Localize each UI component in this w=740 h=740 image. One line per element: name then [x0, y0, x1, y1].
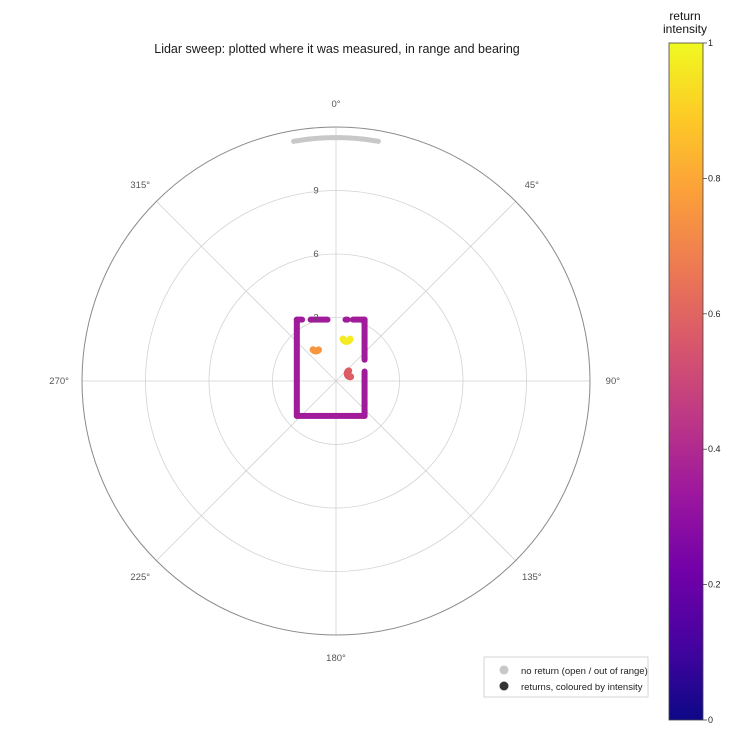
- angle-tick-label: 135°: [522, 572, 542, 583]
- colorbar-tick-label: 0.2: [708, 580, 721, 590]
- colorbar-bar: [668, 42, 704, 721]
- outer-boundary: [81, 126, 591, 636]
- wall-return-point: [324, 316, 331, 323]
- angle-tick-label: 0°: [331, 99, 340, 110]
- colorbar-tick-label: 0.4: [708, 444, 721, 454]
- legend-marker-returns: [499, 681, 509, 691]
- angle-tick-label: 315°: [130, 180, 150, 191]
- wall-return-point: [299, 316, 306, 323]
- wall-return-point: [344, 316, 351, 323]
- object-return-point: [315, 346, 322, 354]
- colorbar-ticks: 0 0.2 0.4 0.6 0.8 1: [703, 38, 721, 725]
- colorbar-title-line-1: return: [669, 9, 700, 23]
- angular-tick-labels: 0° 45° 90° 135° 180° 225° 270° 315°: [49, 99, 620, 664]
- colorbar: return intensity 0 0.2 0.4 0.6 0.8 1: [663, 9, 721, 725]
- colorbar-title-line-2: intensity: [663, 22, 707, 36]
- radial-tick-label: 6: [313, 249, 318, 260]
- legend-label-no-return: no return (open / out of range): [521, 666, 648, 677]
- radial-tick-label: 9: [313, 186, 318, 197]
- chart-title: Lidar sweep: plotted where it was measur…: [154, 42, 520, 56]
- radial-tick-label: 3: [313, 313, 318, 324]
- angle-tick-label: 270°: [49, 376, 69, 387]
- angle-tick-label: 225°: [130, 572, 150, 583]
- legend-marker-no-return: [499, 665, 509, 675]
- angular-gridline-7: [156, 201, 337, 382]
- polar-grid: [81, 126, 591, 636]
- angle-tick-label: 90°: [606, 376, 621, 387]
- wall-return-point: [361, 368, 368, 375]
- legend: no return (open / out of range) returns,…: [483, 656, 649, 698]
- colorbar-tick-label: 0.6: [708, 309, 721, 319]
- wall-return-point: [361, 316, 368, 323]
- legend-label-returns: returns, coloured by intensity: [521, 682, 643, 693]
- object-return-point: [346, 335, 354, 343]
- colorbar-tick-label: 0: [708, 715, 713, 725]
- radial-tick-labels: 3 6 9: [313, 186, 318, 324]
- scan-points: [291, 135, 381, 419]
- legend-box: [483, 656, 649, 698]
- object-return-point: [347, 373, 355, 381]
- colorbar-tick-label: 1: [708, 38, 713, 48]
- angle-tick-label: 45°: [525, 180, 540, 191]
- angular-gridline-5: [156, 380, 337, 561]
- colorbar-tick-label: 0.8: [708, 173, 721, 183]
- no-return-point: [375, 138, 381, 144]
- angle-tick-label: 180°: [326, 653, 346, 664]
